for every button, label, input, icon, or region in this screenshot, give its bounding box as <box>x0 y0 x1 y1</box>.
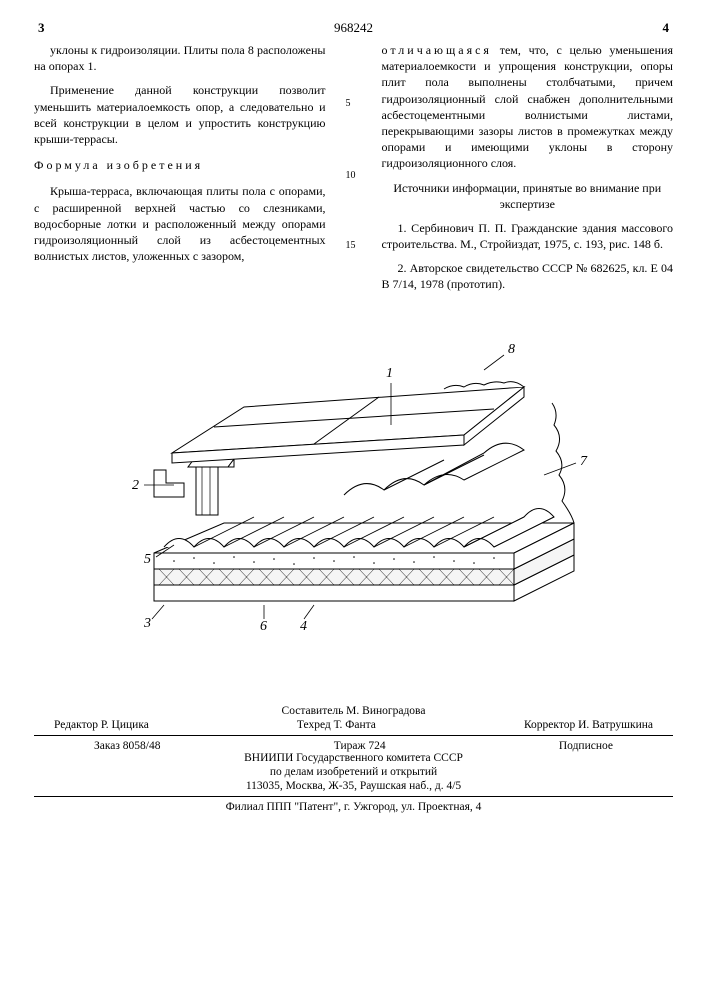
corrector: Корректор И. Ватрушкина <box>524 719 653 731</box>
compiler: Составитель М. Виноградова <box>34 705 673 717</box>
org2: по делам изобретений и открытий <box>34 766 673 778</box>
right-column: отличающаяся тем, что, с целью уменьшени… <box>382 42 674 301</box>
text-columns: уклоны к гидроизоляции. Плиты пола 8 рас… <box>34 42 673 301</box>
page: 3 968242 4 уклоны к гидроизоляции. Плиты… <box>0 0 707 835</box>
left-column: уклоны к гидроизоляции. Плиты пола 8 рас… <box>34 42 326 301</box>
line-markers: 5 10 15 <box>346 42 362 301</box>
right-p1: отличающаяся тем, что, с целью уменьшени… <box>382 42 674 172</box>
page-num-left: 3 <box>34 20 49 36</box>
sign: Подписное <box>559 740 613 752</box>
left-p3: Крыша-терраса, включающая плиты пола с о… <box>34 183 326 264</box>
org1: ВНИИПИ Государственного комитета СССР <box>34 752 673 764</box>
marker-15: 15 <box>346 240 356 251</box>
patent-number: 968242 <box>334 20 373 36</box>
fig-label-8: 8 <box>508 342 515 357</box>
source-1: 1. Сербинович П. П. Гражданские здания м… <box>382 220 674 252</box>
left-p2: Применение данной конструкции позволит у… <box>34 82 326 147</box>
techred: Техред Т. Фанта <box>297 719 376 731</box>
credits-row-1: Редактор Р. Цицика Техред Т. Фанта Корре… <box>34 719 673 731</box>
fig-label-1: 1 <box>386 366 393 381</box>
divider-2 <box>34 796 673 797</box>
address: 113035, Москва, Ж-35, Раушская наб., д. … <box>34 780 673 792</box>
marker-5: 5 <box>346 98 351 109</box>
fig-label-3: 3 <box>143 616 151 631</box>
fig-label-6: 6 <box>260 619 267 634</box>
left-p1: уклоны к гидроизоляции. Плиты пола 8 рас… <box>34 42 326 74</box>
figure-svg: 1 2 3 4 5 6 7 8 <box>84 325 624 645</box>
filial: Филиал ППП "Патент", г. Ужгород, ул. Про… <box>34 801 673 813</box>
fig-label-2: 2 <box>132 478 139 493</box>
credits-row-2: Заказ 8058/48 Тираж 724 Подписное <box>34 740 673 752</box>
figure: 1 2 3 4 5 6 7 8 <box>34 325 673 645</box>
sources-title: Источники информации, принятые во вниман… <box>382 180 674 212</box>
divider-1 <box>34 735 673 736</box>
right-p1-rest: тем, что, с целью уменьшения материалоем… <box>382 43 674 170</box>
editor: Редактор Р. Цицика <box>54 719 149 731</box>
order: Заказ 8058/48 <box>94 740 161 752</box>
marker-10: 10 <box>346 170 356 181</box>
credits-block: Составитель М. Виноградова Редактор Р. Ц… <box>34 705 673 813</box>
header-row: 3 968242 4 <box>34 20 673 36</box>
fig-label-4: 4 <box>300 619 307 634</box>
formula-title: Формула изобретения <box>34 157 326 173</box>
fig-label-5: 5 <box>144 552 151 567</box>
fig-label-7: 7 <box>580 454 588 469</box>
tirage: Тираж 724 <box>334 740 386 752</box>
page-num-right: 4 <box>659 20 674 36</box>
right-p1-lead: отличающаяся <box>382 43 492 57</box>
source-2: 2. Авторское свидетельство СССР № 682625… <box>382 260 674 292</box>
